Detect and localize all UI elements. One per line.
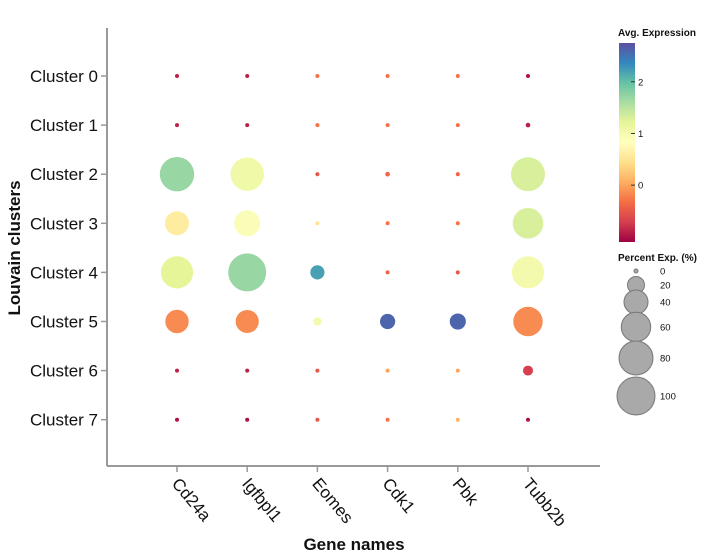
color-legend-ticks: 0 1 2 [631,77,643,192]
dot-cluster-3-cd24a [164,211,190,236]
dot-cluster-2-tubb2b [511,157,545,192]
x-tick-labels: Cd24a Igfbpl1 Eomes Cdk1 Pbk Tubb2b [168,466,570,530]
dot-cluster-7-tubb2b [526,417,530,422]
x-tick-label-pbk: Pbk [449,474,483,509]
dot-cluster-6-tubb2b [522,365,534,376]
x-tick-label-cd24a: Cd24a [168,474,215,525]
size-legend-label-100: 100 [660,392,676,403]
dot-cluster-5-cd24a [165,309,189,334]
dot-cluster-6-pbk [455,368,460,373]
y-axis-title: Louvain clusters [5,180,24,315]
dot-cluster-0-pbk [455,74,460,78]
x-tick-label-tubb2b: Tubb2b [519,474,570,530]
dot-cluster-3-igfbpl1 [234,210,261,237]
dot-cluster-4-eomes [310,265,325,280]
dot-cluster-2-cd24a [159,156,195,192]
dot-cluster-3-pbk [455,221,460,226]
dot-cluster-1-eomes [315,123,320,128]
dot-cluster-0-igfbpl1 [245,74,250,78]
dot-cluster-7-eomes [315,417,320,422]
dot-cluster-6-eomes [315,368,320,373]
dot-cluster-7-cd24a [175,417,179,422]
dot-cluster-3-cdk1 [385,221,390,226]
dot-cluster-2-cdk1 [385,171,390,177]
size-legend-dot-80 [618,340,654,376]
dot-cluster-7-igfbpl1 [245,417,250,422]
dot-cluster-1-cdk1 [385,123,390,128]
size-legend-dot-40 [623,289,649,315]
dots [159,74,545,422]
dot-cluster-5-tubb2b [513,306,543,337]
color-tick-label-2: 2 [638,77,643,88]
dot-cluster-0-tubb2b [526,74,530,78]
size-legend-label-80: 80 [660,354,671,365]
dot-cluster-3-tubb2b [512,207,544,239]
size-legend-dot-60 [620,311,652,343]
dot-cluster-1-igfbpl1 [245,123,250,128]
dot-cluster-1-tubb2b [525,122,531,128]
y-tick-label-cluster-3: Cluster 3 [30,214,98,233]
dot-cluster-4-igfbpl1 [228,253,267,292]
x-tick-label-eomes: Eomes [308,474,357,527]
color-legend-title: Avg. Expression [618,28,696,39]
size-legend-label-0: 0 [660,267,665,278]
y-tick-label-cluster-5: Cluster 5 [30,313,98,332]
dot-cluster-5-pbk [449,313,466,330]
y-tick-label-cluster-7: Cluster 7 [30,411,98,430]
y-tick-label-cluster-2: Cluster 2 [30,165,98,184]
size-legend: Percent Exp. (%) 0 20 40 60 80 100 [616,253,697,416]
y-tick-labels: Cluster 0 Cluster 1 Cluster 2 Cluster 3 Clus… [30,67,107,430]
size-legend-items: 0 20 40 60 80 100 [616,267,676,416]
dot-cluster-0-eomes [315,74,320,78]
dot-cluster-7-pbk [455,417,460,422]
y-tick-label-cluster-6: Cluster 6 [30,362,98,381]
dot-cluster-1-pbk [455,123,460,128]
dot-cluster-5-cdk1 [380,313,396,330]
dot-cluster-3-eomes [315,221,320,226]
size-legend-title: Percent Exp. (%) [618,253,697,264]
color-bar [619,43,635,242]
dot-cluster-4-pbk [455,270,460,275]
dot-cluster-6-igfbpl1 [245,368,250,373]
dot-cluster-6-cdk1 [385,368,390,373]
color-tick-label-1: 1 [638,129,643,140]
axes [106,28,600,467]
color-tick-label-0: 0 [638,181,643,192]
dot-cluster-2-eomes [315,172,320,177]
size-legend-label-60: 60 [660,323,671,334]
y-tick-label-cluster-4: Cluster 4 [30,263,98,282]
dot-cluster-4-cdk1 [385,270,390,275]
x-tick-label-cdk1: Cdk1 [379,474,419,517]
dot-cluster-1-cd24a [175,123,179,128]
y-tick-label-cluster-1: Cluster 1 [30,116,98,135]
dot-cluster-5-igfbpl1 [235,309,259,334]
y-tick-label-cluster-0: Cluster 0 [30,67,98,86]
size-legend-dot-100 [616,376,656,416]
size-legend-label-20: 20 [660,281,671,292]
dot-cluster-7-cdk1 [385,417,390,422]
dot-cluster-0-cd24a [175,74,179,78]
dot-cluster-4-tubb2b [511,256,545,289]
dot-cluster-4-cd24a [160,256,194,289]
x-tick-label-igfbpl1: Igfbpl1 [238,474,285,525]
color-legend: Avg. Expression 0 1 2 [618,28,696,242]
size-legend-dot-0 [633,268,639,274]
dot-cluster-2-pbk [455,172,460,177]
dot-cluster-2-igfbpl1 [230,157,264,191]
size-legend-label-40: 40 [660,298,671,309]
dot-cluster-0-cdk1 [385,74,390,78]
dot-cluster-6-cd24a [175,368,179,373]
dot-cluster-5-eomes [313,317,322,326]
x-axis-title: Gene names [303,535,404,554]
